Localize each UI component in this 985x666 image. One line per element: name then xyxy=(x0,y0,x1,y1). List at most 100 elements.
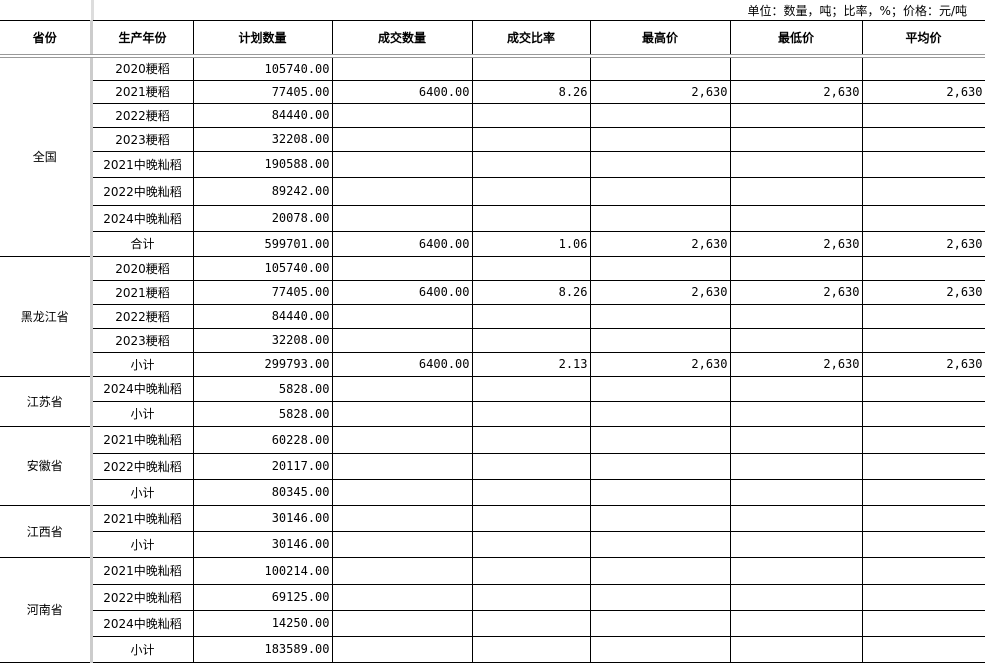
planned-qty-cell: 30146.00 xyxy=(192,504,333,532)
year-cell: 2024中晚籼稻 xyxy=(89,609,194,637)
planned-qty-cell: 299793.00 xyxy=(192,351,333,377)
table-row: 全国 2020粳稻 105740.00 xyxy=(0,55,985,257)
avg-price-cell xyxy=(861,327,985,353)
table-row: 江苏省 2024中晚籼稻 5828.00 xyxy=(0,375,985,427)
header-max-price: 最高价 xyxy=(589,20,731,58)
max-price-cell xyxy=(589,150,731,178)
min-price-cell xyxy=(729,452,863,480)
table-row: 2021粳稻 77405.00 6400.00 8.26 2,630 2,630 2,630 xyxy=(0,279,985,305)
min-price-cell xyxy=(729,583,863,611)
avg-price-cell xyxy=(861,635,985,663)
max-price-cell xyxy=(589,583,731,611)
avg-price-cell xyxy=(861,375,985,402)
province-cell: 河南省 xyxy=(0,556,92,663)
year-cell: 2024中晚籼稻 xyxy=(89,375,194,402)
avg-price-cell: 2,630 xyxy=(861,230,985,257)
table-row: 2023粳稻 32208.00 xyxy=(0,126,985,152)
min-price-cell xyxy=(729,204,863,232)
deal-rate-cell: 8.26 xyxy=(471,79,591,104)
deal-rate-cell xyxy=(471,327,591,353)
min-price-cell xyxy=(729,55,863,81)
table-row: 2022粳稻 84440.00 xyxy=(0,102,985,128)
max-price-cell xyxy=(589,375,731,402)
min-price-cell: 2,630 xyxy=(729,351,863,377)
max-price-cell xyxy=(589,126,731,152)
planned-qty-cell: 100214.00 xyxy=(192,556,333,585)
deal-qty-cell xyxy=(331,375,473,402)
max-price-cell xyxy=(589,635,731,663)
avg-price-cell xyxy=(861,55,985,81)
max-price-cell xyxy=(589,425,731,454)
year-cell: 2020粳稻 xyxy=(89,255,194,281)
deal-rate-cell xyxy=(471,583,591,611)
planned-qty-cell: 32208.00 xyxy=(192,327,333,353)
deal-rate-cell xyxy=(471,55,591,81)
max-price-cell xyxy=(589,478,731,506)
year-cell: 2022中晚籼稻 xyxy=(89,452,194,480)
year-cell: 2022粳稻 xyxy=(89,102,194,128)
deal-rate-cell xyxy=(471,255,591,281)
min-price-cell xyxy=(729,530,863,558)
min-price-cell xyxy=(729,126,863,152)
year-cell: 合计 xyxy=(89,230,194,257)
max-price-cell xyxy=(589,303,731,329)
deal-rate-cell xyxy=(471,303,591,329)
planned-qty-cell: 32208.00 xyxy=(192,126,333,152)
province-cell: 安徽省 xyxy=(0,425,92,506)
table-row: 小计 299793.00 6400.00 2.13 2,630 2,630 2,630 xyxy=(0,351,985,377)
deal-qty-cell: 6400.00 xyxy=(331,230,473,257)
avg-price-cell: 2,630 xyxy=(861,279,985,305)
deal-rate-cell xyxy=(471,609,591,637)
avg-price-cell xyxy=(861,150,985,178)
deal-rate-cell xyxy=(471,375,591,402)
deal-qty-cell xyxy=(331,478,473,506)
planned-qty-cell: 190588.00 xyxy=(192,150,333,178)
min-price-cell xyxy=(729,102,863,128)
planned-qty-cell: 105740.00 xyxy=(192,255,333,281)
min-price-cell xyxy=(729,255,863,281)
max-price-cell xyxy=(589,530,731,558)
min-price-cell xyxy=(729,609,863,637)
year-cell: 2022粳稻 xyxy=(89,303,194,329)
max-price-cell: 2,630 xyxy=(589,279,731,305)
province-cell: 江苏省 xyxy=(0,375,92,427)
avg-price-cell xyxy=(861,400,985,427)
deal-qty-cell xyxy=(331,204,473,232)
min-price-cell xyxy=(729,504,863,532)
year-cell: 2020粳稻 xyxy=(89,55,194,81)
deal-qty-cell xyxy=(331,102,473,128)
max-price-cell xyxy=(589,504,731,532)
avg-price-cell xyxy=(861,504,985,532)
min-price-cell xyxy=(729,176,863,206)
max-price-cell xyxy=(589,176,731,206)
max-price-cell xyxy=(589,55,731,81)
deal-rate-cell xyxy=(471,425,591,454)
year-cell: 2022中晚籼稻 xyxy=(89,583,194,611)
header-planned-qty: 计划数量 xyxy=(192,20,333,58)
avg-price-cell xyxy=(861,583,985,611)
deal-qty-cell xyxy=(331,327,473,353)
year-cell: 2021粳稻 xyxy=(89,279,194,305)
min-price-cell xyxy=(729,478,863,506)
max-price-cell xyxy=(589,400,731,427)
planned-qty-cell: 5828.00 xyxy=(192,375,333,402)
table-row: 河南省 2021中晚籼稻 100214.00 xyxy=(0,556,985,663)
year-cell: 小计 xyxy=(89,635,194,663)
divider xyxy=(91,0,94,20)
year-cell: 小计 xyxy=(89,530,194,558)
avg-price-cell: 2,630 xyxy=(861,79,985,104)
planned-qty-cell: 84440.00 xyxy=(192,102,333,128)
table-row: 小计 80345.00 xyxy=(0,478,985,506)
max-price-cell xyxy=(589,609,731,637)
planned-qty-cell: 77405.00 xyxy=(192,279,333,305)
avg-price-cell xyxy=(861,452,985,480)
min-price-cell: 2,630 xyxy=(729,279,863,305)
deal-rate-cell xyxy=(471,452,591,480)
deal-qty-cell: 6400.00 xyxy=(331,351,473,377)
table-row: 2021粳稻 77405.00 6400.00 8.26 2,630 2,630 2,630 xyxy=(0,79,985,104)
planned-qty-cell: 84440.00 xyxy=(192,303,333,329)
max-price-cell xyxy=(589,327,731,353)
year-cell: 2024中晚籼稻 xyxy=(89,204,194,232)
max-price-cell: 2,630 xyxy=(589,79,731,104)
deal-qty-cell xyxy=(331,609,473,637)
